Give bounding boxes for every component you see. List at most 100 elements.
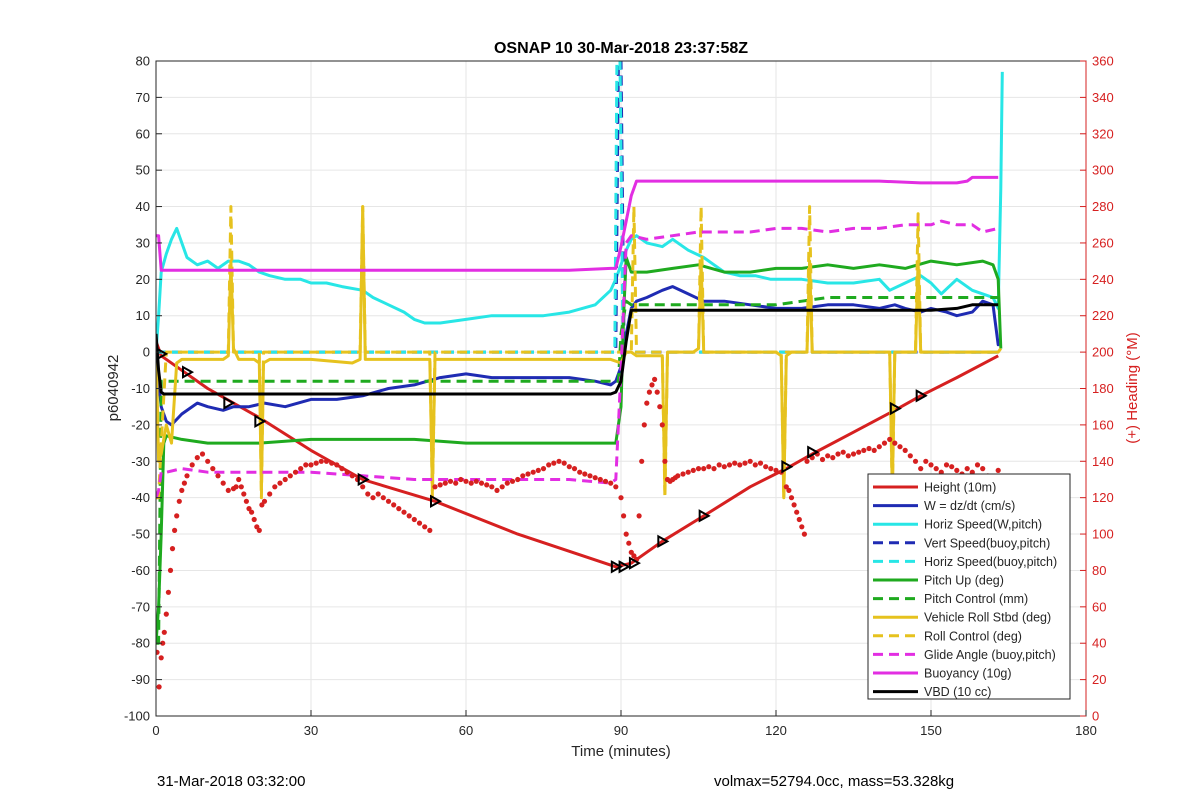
heading-dot (995, 467, 1001, 473)
heading-dot (897, 444, 903, 450)
heading-dot (267, 491, 273, 497)
heading-dot (912, 458, 919, 464)
heading-dot (489, 484, 495, 490)
heading-dot (608, 480, 614, 486)
heading-dot (303, 462, 309, 468)
heading-dot (334, 462, 340, 468)
heading-dot (165, 589, 171, 595)
height-marker (357, 472, 370, 487)
heading-dot (540, 466, 547, 472)
heading-dot (243, 498, 249, 504)
height-marker (807, 445, 820, 459)
heading-dot (256, 527, 262, 534)
heading-dot (220, 480, 226, 486)
y2-tick-label: 80 (1092, 563, 1106, 578)
heading-dot (801, 531, 808, 537)
y-tick-label: 70 (136, 90, 150, 105)
heading-dot (261, 498, 268, 504)
heading-dot (179, 487, 185, 493)
heading-dot (680, 471, 686, 477)
legend-entry-10: Glide Angle (buoy,pitch) (924, 648, 1056, 662)
heading-dot (954, 467, 960, 473)
x-tick-label: 180 (1075, 723, 1097, 738)
heading-dot (437, 482, 443, 488)
legend-entry-11: Buoyancy (10g) (924, 667, 1012, 681)
y2-tick-label: 200 (1092, 345, 1114, 360)
heading-dot (160, 640, 166, 646)
heading-dot (623, 531, 629, 537)
y2-tick-label: 340 (1092, 90, 1114, 105)
heading-dot (577, 469, 583, 475)
heading-dot (602, 478, 609, 484)
heading-dot (259, 502, 265, 508)
height-marker (156, 347, 169, 361)
y-axis-label: p6040942 (105, 355, 122, 422)
legend-entry-12: VBD (10 cc) (924, 685, 991, 699)
heading-dot (370, 495, 376, 501)
heading-dot (783, 484, 789, 490)
y2-tick-label: 120 (1092, 490, 1114, 505)
heading-dot (210, 466, 216, 472)
heading-dot (422, 524, 428, 530)
heading-dot (473, 478, 479, 484)
y2-tick-label: 260 (1092, 235, 1114, 250)
x-tick-label: 30 (304, 723, 318, 738)
heading-dot (587, 473, 593, 479)
heading-dot (716, 462, 722, 468)
x-tick-label: 60 (459, 723, 473, 738)
heading-dot (308, 462, 314, 468)
heading-dot (318, 458, 324, 464)
heading-dot (251, 516, 257, 523)
height-marker (182, 365, 195, 379)
y2-tick-label: 240 (1092, 272, 1114, 287)
y-tick-label: 40 (136, 199, 150, 214)
heading-dot (928, 462, 934, 468)
series-line-9 (156, 205, 999, 500)
heading-dot (825, 453, 831, 459)
series-line-10 (156, 219, 999, 499)
heading-dot (652, 376, 658, 382)
y2-tick-label: 360 (1092, 54, 1114, 69)
height-marker (781, 460, 794, 474)
heading-dot (233, 484, 239, 490)
heading-dot (566, 464, 572, 470)
y2-tick-label: 220 (1092, 308, 1114, 323)
heading-dot (788, 495, 795, 501)
legend-entry-1: Height (10m) (924, 481, 996, 495)
y-tick-label: -90 (131, 672, 150, 687)
x-tick-label: 90 (614, 723, 628, 738)
y-tick-label: -60 (131, 563, 150, 578)
y-tick-label: -40 (131, 490, 150, 505)
y-tick-label: 30 (136, 235, 150, 250)
heading-dot (786, 487, 792, 493)
height-marker (223, 396, 236, 410)
y-tick-label: 10 (136, 308, 150, 323)
y-tick-label: -100 (124, 709, 150, 724)
heading-dot (401, 509, 407, 515)
heading-dot (205, 458, 211, 464)
heading-dot (631, 553, 637, 559)
heading-dot (360, 484, 366, 490)
heading-dot (690, 467, 696, 473)
y-tick-label: 50 (136, 163, 150, 178)
heading-dot (626, 540, 632, 546)
heading-dot (225, 487, 231, 493)
heading-dot (478, 480, 485, 486)
heading-dot (169, 546, 176, 552)
heading-dot (515, 476, 521, 483)
height-marker (915, 389, 928, 403)
heading-dot (592, 475, 598, 481)
legend-entry-3: Horiz Speed(W,pitch) (924, 518, 1042, 532)
heading-dot (747, 458, 753, 464)
legend: Height (10m) W = dz/dt (cm/s) Horiz Speed(… (867, 473, 1071, 700)
series-line-3 (156, 71, 1004, 353)
heading-dot (380, 495, 386, 501)
y2-tick-label: 20 (1092, 672, 1106, 687)
heading-dot (551, 460, 557, 466)
heading-dot (721, 464, 727, 470)
heading-dot (835, 451, 841, 457)
heading-dot (675, 473, 681, 479)
footer-volmax-mass: volmax=52794.0cc, mass=53.328kg (714, 773, 955, 790)
heading-dot (654, 389, 660, 395)
